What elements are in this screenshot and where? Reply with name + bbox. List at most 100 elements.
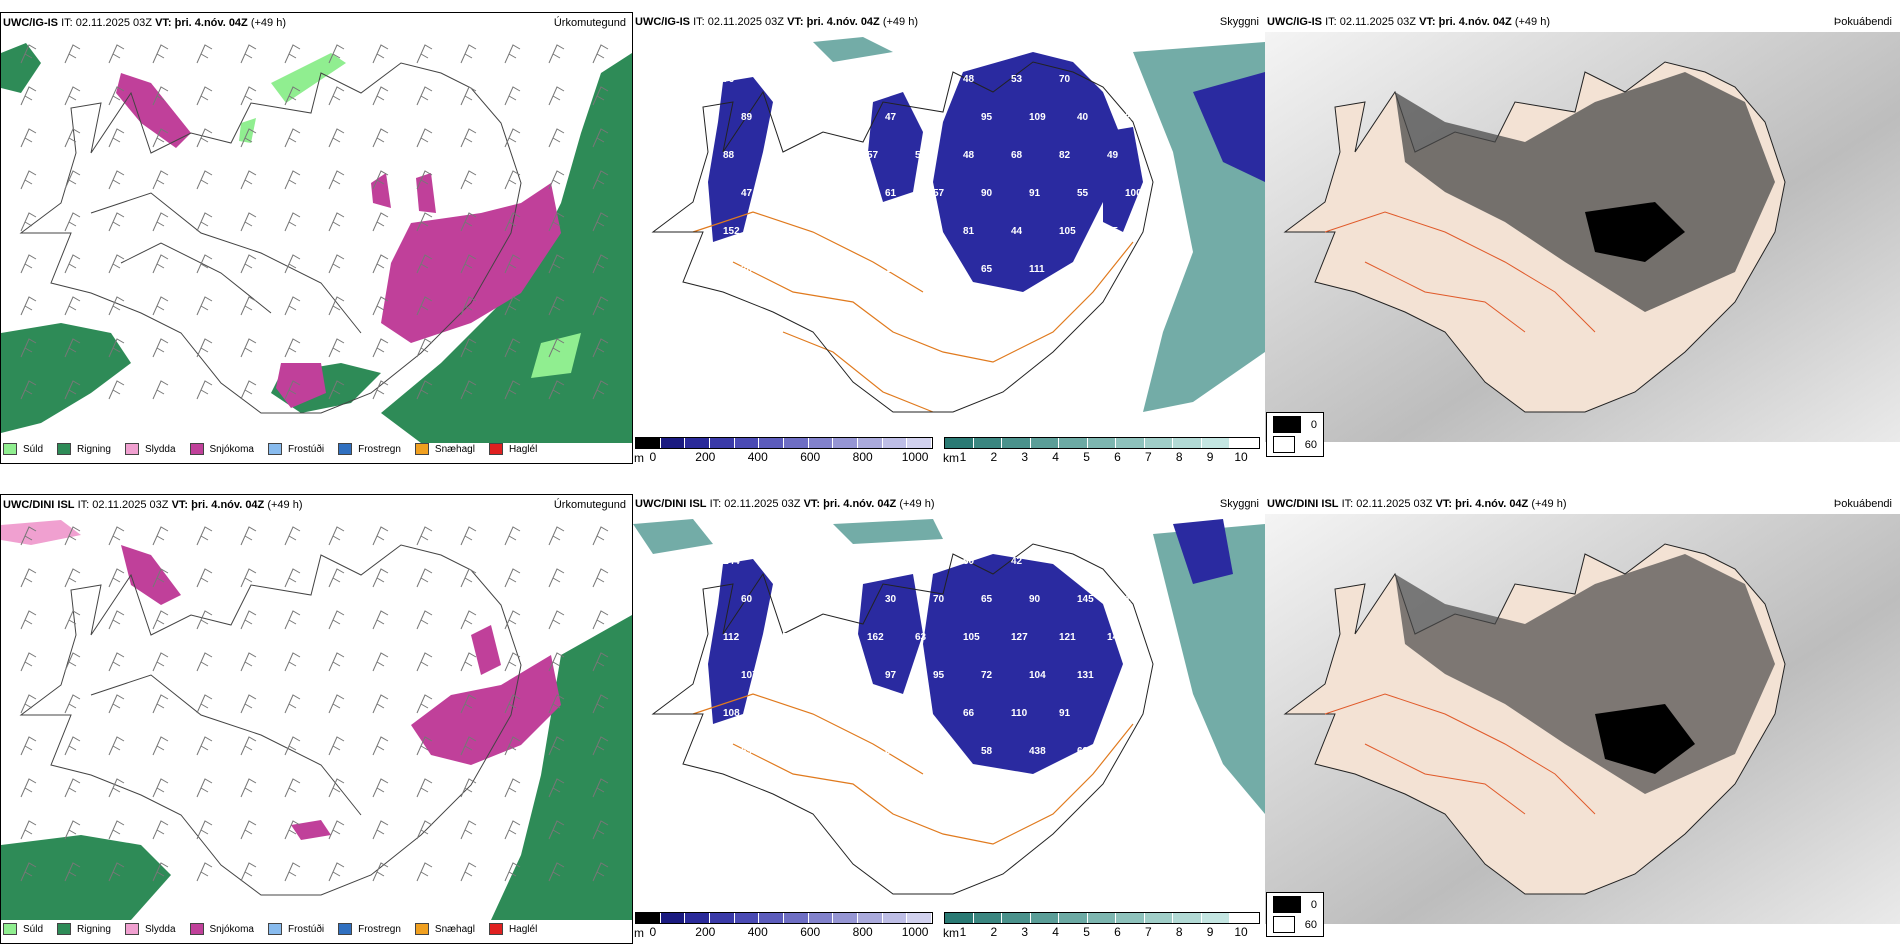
colorbar-tick-label: 9 xyxy=(1206,925,1214,939)
visibility-value-label: 76 xyxy=(723,74,735,85)
wind-barb xyxy=(284,694,301,714)
wind-barb xyxy=(372,338,389,358)
wind-barb xyxy=(504,610,521,630)
colorbar-swatch xyxy=(833,438,859,448)
legend-item: Frostúði xyxy=(267,923,324,935)
colorbar-swatch xyxy=(759,438,785,448)
visibility-panel-row2: UWC/DINI ISL IT: 02.11.2025 03Z VT: þri.… xyxy=(633,494,1265,944)
colorbar-swatch xyxy=(945,438,974,448)
wind-barb xyxy=(592,652,609,672)
wind-barb xyxy=(460,736,477,756)
visibility-value-label: 42 xyxy=(789,188,801,199)
wind-barb xyxy=(504,526,521,546)
colorbar-swatch xyxy=(907,913,933,923)
wind-barb xyxy=(548,338,565,358)
wind-barb xyxy=(152,212,169,232)
visibility-value-label: 48 xyxy=(789,594,801,605)
fog-legend-item: 60 xyxy=(1273,436,1317,453)
visibility-value-label: 94 xyxy=(837,670,849,681)
wind-barb xyxy=(152,296,169,316)
wind-barb xyxy=(328,694,345,714)
panel-header: UWC/IG-IS IT: 02.11.2025 03Z VT: þri. 4.… xyxy=(1267,16,1551,28)
colorbar-tick-label: 800 xyxy=(852,450,873,464)
wind-barb xyxy=(20,862,37,882)
wind-barb xyxy=(548,254,565,274)
colorbar-tick-label: 8 xyxy=(1175,925,1183,939)
visibility-value-label: 121 xyxy=(1059,632,1076,643)
visibility-value-label: 105 xyxy=(1059,226,1076,237)
legend-label: Slydda xyxy=(144,923,176,935)
wind-barb xyxy=(460,338,477,358)
visibility-value-label: 89 xyxy=(819,150,831,161)
visibility-value-label: 90 xyxy=(1029,594,1041,605)
wind-barb xyxy=(284,296,301,316)
wind-barb xyxy=(504,568,521,588)
wind-barb xyxy=(460,694,477,714)
precip-legend: Súld Rigning Slydda Snjókoma Frostúði Frostre… xyxy=(3,439,551,459)
colorbar-tick-label: 200 xyxy=(695,925,716,939)
legend-label: Snjókoma xyxy=(209,443,254,455)
fog-map xyxy=(1265,514,1900,924)
colorbar-swatch xyxy=(1230,913,1260,923)
colorbar-swatch xyxy=(1030,438,1060,448)
visibility-value-label: 81 xyxy=(963,226,975,237)
visibility-value-label: 152 xyxy=(723,226,740,237)
visibility-value-label: 48 xyxy=(963,150,975,161)
colorbar-tick-label: 1000 xyxy=(901,925,929,939)
wind-barb xyxy=(196,652,213,672)
visibility-value-label: 60 xyxy=(741,594,753,605)
visibility-value-label: 57 xyxy=(933,188,945,199)
colorbar-swatch xyxy=(833,913,859,923)
wind-barb xyxy=(504,380,521,400)
visibility-value-label: 72 xyxy=(981,670,993,681)
legend-swatch xyxy=(124,443,139,455)
wind-barb xyxy=(372,86,389,106)
visibility-value-label: 69 xyxy=(741,746,753,757)
visibility-value-label: 291 xyxy=(1125,112,1142,123)
wind-barb xyxy=(504,170,521,190)
wind-barb xyxy=(504,820,521,840)
wind-barb xyxy=(284,44,301,64)
wind-barb xyxy=(240,568,257,588)
colorbar-tick-label: 1000 xyxy=(901,450,929,464)
wind-barb xyxy=(504,652,521,672)
colorbar-swatch xyxy=(759,913,785,923)
wind-barb xyxy=(196,736,213,756)
colorbar-swatch xyxy=(973,438,1003,448)
visibility-value-label: 87 xyxy=(867,226,879,237)
visibility-value-label: 65 xyxy=(981,264,993,275)
visibility-value-label: 100 xyxy=(915,302,932,313)
wind-barb xyxy=(592,380,609,400)
wind-barb xyxy=(64,254,81,274)
wind-barb xyxy=(64,212,81,232)
wind-barb xyxy=(416,128,433,148)
visibility-value-label: 100 xyxy=(1125,188,1142,199)
wind-barb xyxy=(284,526,301,546)
visibility-value-label: 438 xyxy=(1029,746,1046,757)
fog-legend-label: 0 xyxy=(1310,418,1317,431)
wind-barb xyxy=(196,296,213,316)
wind-barb xyxy=(372,44,389,64)
precip-map xyxy=(1,520,632,920)
wind-barb xyxy=(460,610,477,630)
wind-barb xyxy=(196,212,213,232)
colorbar-swatch xyxy=(858,913,883,923)
visibility-value-label: 95 xyxy=(981,112,993,123)
legend-item: Haglél xyxy=(488,923,537,935)
visibility-value-label: 89 xyxy=(741,112,753,123)
legend-item: Frostregn xyxy=(338,923,401,935)
visibility-value-label: 167 xyxy=(1125,594,1142,605)
fog-legend-item: 60 xyxy=(1273,916,1317,933)
wind-barb xyxy=(108,86,125,106)
wind-barb xyxy=(548,652,565,672)
visibility-value-label: 48 xyxy=(963,74,975,85)
visibility-value-label: 95 xyxy=(819,226,831,237)
legend-item: Snjókoma xyxy=(189,923,254,935)
visibility-value-label: 144 xyxy=(723,556,740,567)
colorbar-swatch xyxy=(907,438,933,448)
legend-item: Snjókoma xyxy=(189,443,254,455)
wind-barb xyxy=(196,128,213,148)
visibility-value-label: 66 xyxy=(963,708,975,719)
wind-barb xyxy=(240,652,257,672)
panel-header: UWC/IG-IS IT: 02.11.2025 03Z VT: þri. 4.… xyxy=(3,17,287,29)
